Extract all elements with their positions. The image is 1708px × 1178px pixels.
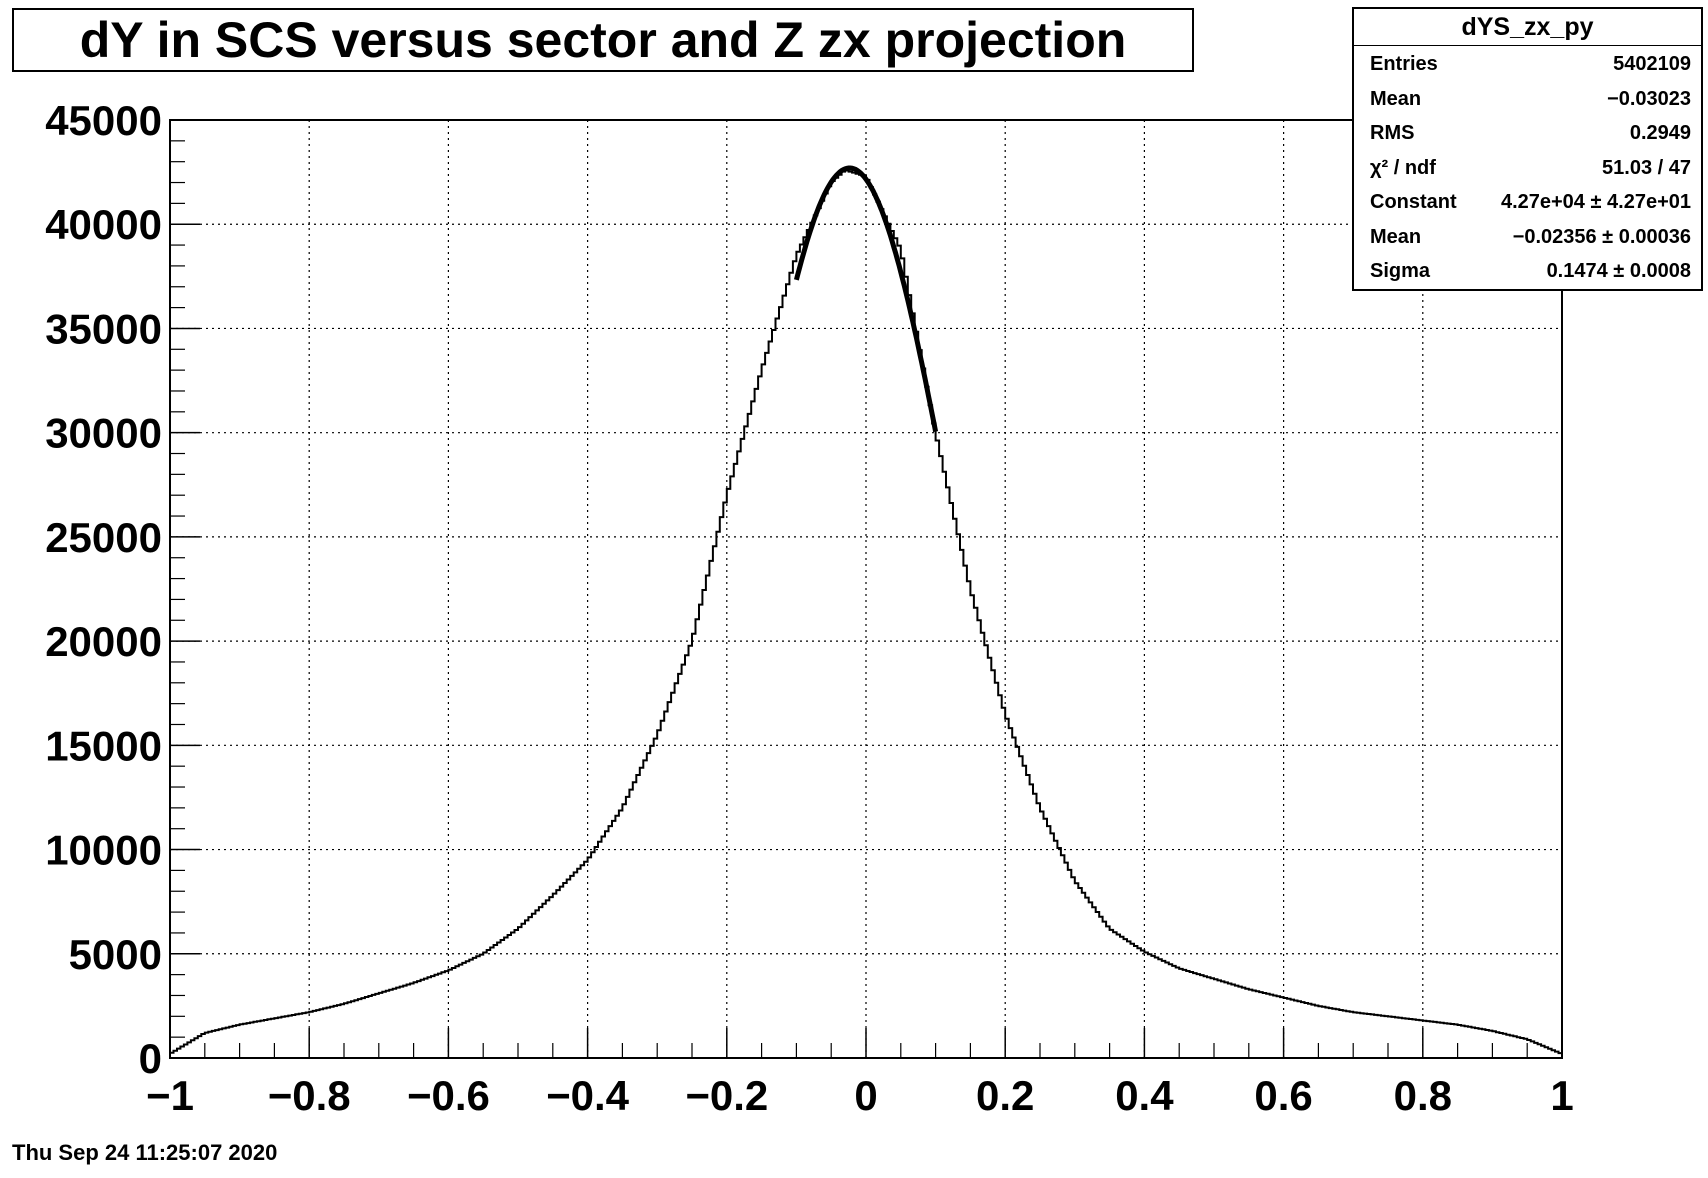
grid-lines — [170, 120, 1562, 1058]
gaussian-fit-curve — [793, 165, 939, 433]
x-tick-label: −0.8 — [268, 1072, 351, 1119]
x-tick-label: −0.6 — [407, 1072, 490, 1119]
x-tick-label: −0.2 — [685, 1072, 768, 1119]
stats-label: Entries — [1370, 53, 1438, 75]
stats-histogram-name: dYS_zx_py — [1354, 9, 1701, 46]
x-tick-label: 0.6 — [1254, 1072, 1312, 1119]
y-tick-label: 30000 — [45, 410, 162, 457]
y-tick-label: 25000 — [45, 514, 162, 561]
x-tick-label: 0 — [854, 1072, 877, 1119]
y-tick-label: 35000 — [45, 305, 162, 352]
stats-label: Constant — [1370, 191, 1457, 213]
x-tick-label: 0.8 — [1394, 1072, 1452, 1119]
chart-title: dY in SCS versus sector and Z zx project… — [79, 12, 1127, 68]
stats-label: Mean — [1370, 225, 1422, 248]
x-tick-label: 1 — [1550, 1072, 1573, 1119]
histogram-line — [170, 169, 1562, 1055]
y-tick-label: 40000 — [45, 201, 162, 248]
stats-label: RMS — [1370, 122, 1415, 144]
timestamp: Thu Sep 24 11:25:07 2020 — [12, 1140, 278, 1165]
stats-value: −0.02356 ± 0.00036 — [1512, 225, 1691, 248]
y-tick-label: 45000 — [45, 97, 162, 144]
x-tick-label: 0.4 — [1115, 1072, 1174, 1119]
stats-value: 0.1474 ± 0.0008 — [1546, 260, 1691, 282]
y-tick-label: 5000 — [69, 931, 162, 978]
stats-label: Sigma — [1370, 260, 1431, 282]
y-tick-label: 10000 — [45, 827, 162, 874]
stats-row-chi2: χ² / ndf 51.03 / 47 — [1354, 150, 1701, 185]
y-tick-label: 20000 — [45, 618, 162, 665]
stats-value: −0.03023 — [1607, 87, 1691, 110]
stats-row-fit-mean: Mean −0.02356 ± 0.00036 — [1354, 219, 1701, 254]
stats-row-entries: Entries 5402109 — [1354, 46, 1701, 81]
stats-row-constant: Constant 4.27e+04 ± 4.27e+01 — [1354, 184, 1701, 219]
stats-row-rms: RMS 0.2949 — [1354, 115, 1701, 150]
title-box: dY in SCS versus sector and Z zx project… — [12, 8, 1194, 72]
x-tick-label: 0.2 — [976, 1072, 1034, 1119]
y-tick-label: 15000 — [45, 722, 162, 769]
stats-value: 4.27e+04 ± 4.27e+01 — [1500, 191, 1691, 213]
stats-row-mean: Mean −0.03023 — [1354, 81, 1701, 116]
stats-row-sigma: Sigma 0.1474 ± 0.0008 — [1354, 253, 1701, 288]
stats-value: 51.03 / 47 — [1602, 156, 1691, 179]
stats-box: dYS_zx_py Entries 5402109 Mean −0.03023 … — [1352, 7, 1703, 291]
x-tick-label: −0.4 — [546, 1072, 630, 1119]
stats-label: Mean — [1370, 87, 1422, 110]
stats-label: χ² / ndf — [1370, 156, 1436, 179]
tick-labels: −1 −0.8 −0.6 −0.4 −0.2 0 0.2 0.4 0.6 0.8 1 0 5000 100… — [45, 97, 1573, 1119]
axis-ticks — [169, 119, 1563, 1059]
stats-value: 0.2949 — [1629, 122, 1691, 144]
y-tick-label: 0 — [139, 1035, 162, 1082]
stats-value: 5402109 — [1613, 53, 1691, 75]
x-tick-label: −1 — [146, 1072, 194, 1119]
